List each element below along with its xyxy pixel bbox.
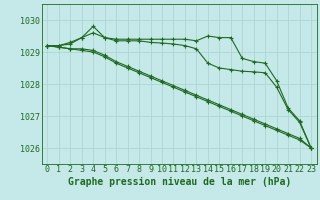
X-axis label: Graphe pression niveau de la mer (hPa): Graphe pression niveau de la mer (hPa) <box>68 177 291 187</box>
